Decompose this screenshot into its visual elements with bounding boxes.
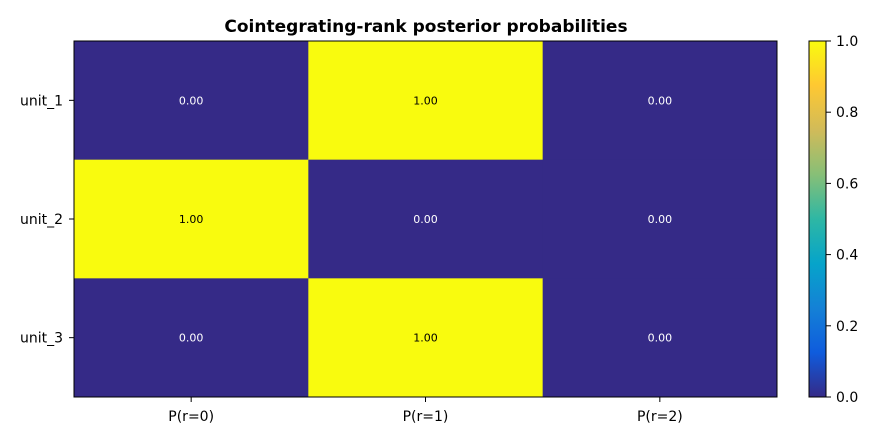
cell-value-label: 0.00 — [179, 94, 204, 107]
heatmap-axes: unit_1 unit_2 unit_3 P(r=0) P(r=1) P(r=2) — [20, 93, 683, 425]
x-tick-label: P(r=1) — [403, 409, 449, 425]
cell-value-label: 1.00 — [413, 332, 438, 345]
y-tick-label: unit_1 — [20, 93, 63, 109]
colorbar-tick-label: 0.4 — [836, 248, 858, 264]
colorbar-tick-label: 1.0 — [836, 34, 858, 50]
cell-value-label: 0.00 — [648, 94, 673, 107]
colorbar-gradient — [808, 40, 827, 398]
heatmap-cell-unit_2-0 — [74, 159, 309, 279]
chart-title: Cointegrating-rank posterior probabiliti… — [224, 17, 627, 37]
heatmap-cells: 0.00 1.00 0.00 1.00 0.00 0.00 0.00 1.00 0.00 — [74, 41, 778, 398]
colorbar-tick-label: 0.0 — [836, 390, 858, 406]
cell-value-label: 0.00 — [413, 213, 438, 226]
colorbar-tick-label: 0.6 — [836, 176, 858, 192]
x-tick-label: P(r=0) — [168, 409, 214, 425]
heatmap-cell-unit_2-1 — [308, 159, 544, 279]
heatmap-cell-unit_1-2 — [542, 41, 778, 161]
y-tick-label: unit_2 — [20, 212, 63, 228]
heatmap-cell-unit_3-2 — [542, 278, 778, 398]
y-tick-label: unit_3 — [20, 331, 63, 347]
heatmap-cell-unit_2-2 — [542, 159, 778, 279]
heatmap-cell-unit_1-1 — [308, 41, 544, 161]
heatmap-cell-unit_3-1 — [308, 278, 544, 398]
x-tick-label: P(r=2) — [637, 409, 683, 425]
cell-value-label: 1.00 — [413, 94, 438, 107]
heatmap-cell-unit_3-0 — [74, 278, 309, 398]
colorbar-tick-label: 0.8 — [836, 105, 858, 121]
colorbar-tick-label: 0.2 — [836, 319, 858, 335]
colorbar: 0.0 0.2 0.4 0.6 0.8 1.0 — [808, 34, 858, 406]
cell-value-label: 0.00 — [648, 332, 673, 345]
cell-value-label: 0.00 — [179, 332, 204, 345]
heatmap-cell-unit_1-0 — [74, 41, 309, 161]
cell-value-label: 1.00 — [179, 213, 204, 226]
cell-value-label: 0.00 — [648, 213, 673, 226]
